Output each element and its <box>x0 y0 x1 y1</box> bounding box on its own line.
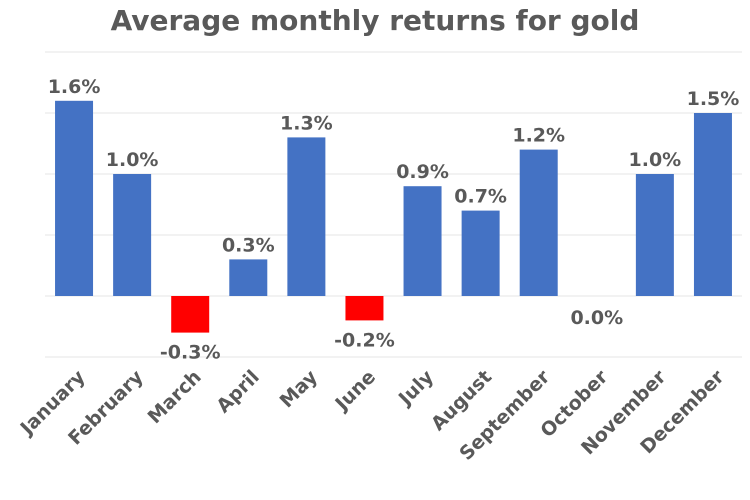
category-label-may: May <box>276 366 323 413</box>
data-label-july: 0.9% <box>396 161 449 183</box>
bar-july <box>403 186 442 296</box>
data-label-april: 0.3% <box>222 234 275 256</box>
bar-february <box>113 174 152 296</box>
category-label-april: April <box>212 366 263 417</box>
bar-december <box>693 113 732 296</box>
data-label-june: -0.2% <box>334 329 395 351</box>
bar-may <box>287 137 326 296</box>
data-label-february: 1.0% <box>106 149 159 171</box>
bar-november <box>635 174 674 296</box>
category-label-march: March <box>144 366 206 428</box>
bars <box>55 100 732 333</box>
category-label-june: June <box>330 366 380 416</box>
bar-january <box>55 100 94 296</box>
bar-april <box>229 259 268 296</box>
data-label-october: 0.0% <box>570 307 623 329</box>
data-label-november: 1.0% <box>629 149 682 171</box>
bar-september <box>519 149 558 296</box>
data-label-may: 1.3% <box>280 112 333 134</box>
data-labels: 1.6% 1.0% -0.3% 0.3% 1.3% -0.2% 0.9%0.7% 1.2% 0.… <box>48 76 740 364</box>
category-label-july: July <box>393 366 438 411</box>
gridlines <box>45 51 742 358</box>
data-label-march: -0.3% <box>160 342 221 364</box>
data-label-august: 0.7% <box>454 186 507 208</box>
data-label-january: 1.6% <box>48 76 101 98</box>
bar-june <box>345 296 384 321</box>
bar-march <box>171 296 210 333</box>
data-label-september: 1.2% <box>512 125 565 147</box>
chart-title: Average monthly returns for gold <box>110 4 640 37</box>
bar-august <box>461 210 500 296</box>
data-label-december: 1.5% <box>687 88 740 110</box>
